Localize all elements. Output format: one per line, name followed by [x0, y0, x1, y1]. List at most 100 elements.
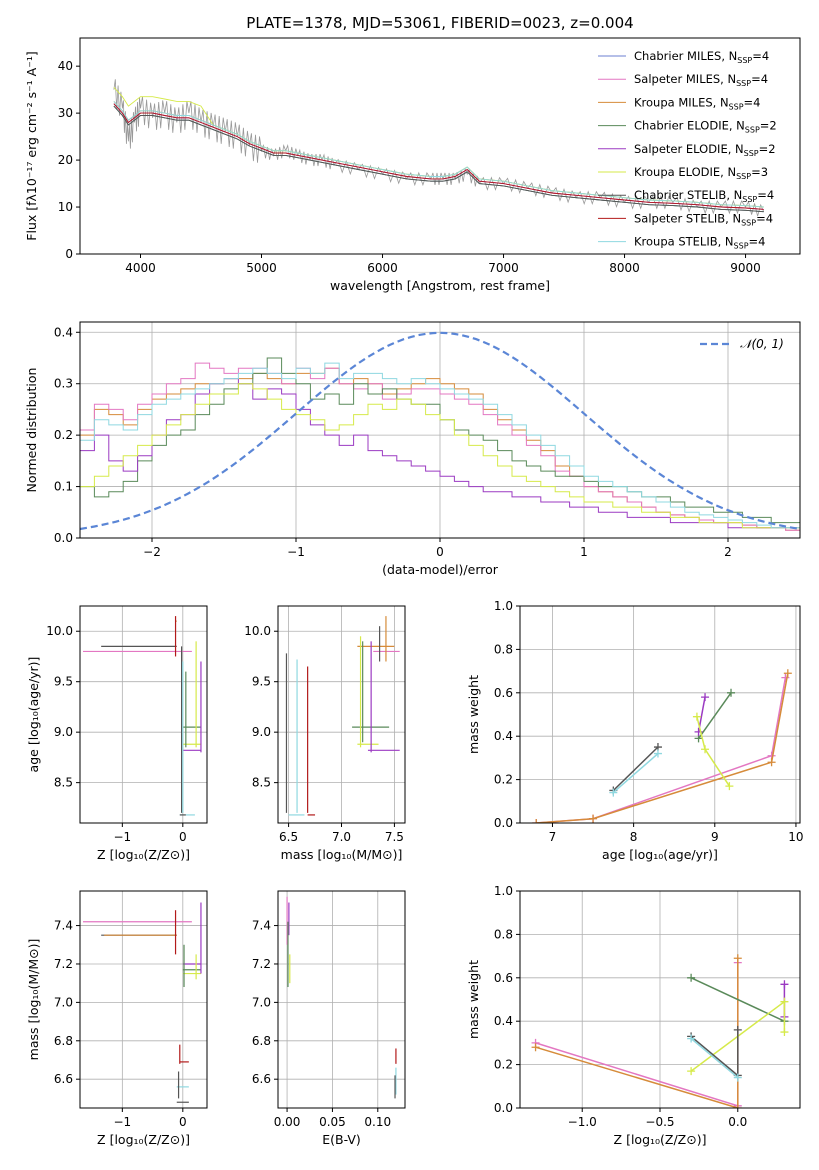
plot-area-age-vs-mass [285, 616, 400, 816]
axes-frame [79, 37, 801, 255]
x-tick-label: 0 [436, 545, 444, 559]
x-tick-label: 0 [179, 830, 187, 844]
y-tick-label: 40 [58, 59, 73, 73]
legend-label: Chabrier ELODIE, NSSP=2 [634, 119, 777, 135]
y-tick-label: 0 [65, 247, 73, 261]
legend-label: 𝒩(0, 1) [740, 337, 784, 351]
histogram-step [80, 383, 800, 529]
x-tick-label: 8000 [609, 261, 640, 275]
axes-frame [79, 605, 208, 824]
y-tick-label: 10 [58, 200, 73, 214]
legend-label: Chabrier MILES, NSSP=4 [634, 49, 769, 65]
plot-area-weight-vs-age [532, 669, 792, 823]
y-tick-label: 6.6 [54, 1072, 73, 1086]
marker [687, 973, 696, 982]
y-tick-label: 9.0 [54, 725, 73, 739]
legend-subscript: SSP [741, 218, 756, 227]
y-tick-label: 0.0 [494, 1101, 513, 1115]
y-tick-label: 0.4 [494, 1014, 513, 1028]
x-tick-label: 10 [788, 830, 803, 844]
y-tick-label: 0.4 [54, 325, 73, 339]
y-tick-label: 10.0 [46, 624, 73, 638]
marker [692, 712, 701, 721]
plot-area-weight-vs-z [531, 954, 789, 1108]
weight-line [612, 746, 659, 792]
axes-frame [79, 321, 801, 539]
y-tick-label: 9.5 [252, 675, 271, 689]
panel-mass-vs-ebv: 0.00 0.05 0.10 6.6 6.8 7.0 7.2 7.4 E(B-V) [252, 890, 406, 1147]
x-tick-label: 9 [711, 830, 719, 844]
y-tick-label: 1.0 [494, 884, 513, 898]
marker [687, 1034, 696, 1043]
y-tick-label: 0.2 [494, 773, 513, 787]
y-tick-label: 0.2 [494, 1058, 513, 1072]
x-axis-label: (data-model)/error [382, 562, 499, 577]
marker [653, 749, 662, 758]
legend-suffix: =3 [751, 165, 768, 179]
x-tick-label: −1 [287, 545, 305, 559]
histogram-step [80, 362, 800, 529]
x-tick-label: 7 [549, 830, 557, 844]
y-tick-label: 7.0 [252, 995, 271, 1009]
marker [780, 1028, 789, 1037]
marker [725, 782, 734, 791]
y-tick-label: 6.8 [252, 1034, 271, 1048]
x-axis-label: E(B-V) [322, 1132, 361, 1147]
y-tick-label: 0.6 [494, 686, 513, 700]
x-tick-label: 0.0 [728, 1115, 747, 1129]
y-tick-label: 7.4 [252, 919, 271, 933]
x-axis-label: Z [log₁₀(Z/Z⊙)] [97, 847, 190, 862]
y-tick-label: 0.2 [54, 428, 73, 442]
y-tick-label: 8.5 [252, 776, 271, 790]
marker [783, 669, 792, 678]
legend-subscript: SSP [734, 242, 749, 251]
model-line [113, 101, 764, 208]
legend-subscript: SSP [737, 56, 752, 65]
legend-subscript: SSP [744, 149, 759, 158]
y-tick-label: 0.8 [494, 927, 513, 941]
y-tick-label: 7.2 [54, 957, 73, 971]
marker [733, 1073, 742, 1082]
y-axis-label: mass [log₁₀(M/M⊙)] [26, 939, 41, 1061]
marker [780, 997, 789, 1006]
y-axis-label: mass weight [466, 675, 481, 754]
y-tick-label: 0.6 [494, 971, 513, 985]
y-tick-label: 0.8 [494, 642, 513, 656]
legend-subscript: SSP [745, 126, 760, 135]
y-axis-label: Flux [fλ10⁻¹⁷ erg cm⁻² s⁻¹ A⁻¹] [24, 51, 39, 240]
y-tick-label: 0.3 [54, 377, 73, 391]
legend-suffix: =4 [752, 49, 769, 63]
axes-frame [79, 890, 208, 1109]
legend-suffix: =4 [757, 188, 774, 202]
model-line [113, 103, 764, 210]
x-tick-label: 1 [580, 545, 588, 559]
y-tick-label: 1.0 [494, 599, 513, 613]
panel-weight-vs-age: 7 8 9 10 0.0 0.2 0.4 0.6 0.8 1.0 age [log₁₀(age/yr… [466, 599, 804, 862]
panel-age-vs-z: −1 0 8.5 9.0 9.5 10.0 Z [log₁₀(Z/Z⊙)] age [log₁… [26, 605, 208, 862]
y-axis-label: mass weight [466, 960, 481, 1039]
y-axis-label: age [log₁₀(age/yr)] [26, 657, 41, 773]
legend-suffix: =2 [760, 119, 777, 133]
y-tick-label: 9.0 [252, 725, 271, 739]
figure-title: PLATE=1378, MJD=53061, FIBERID=0023, z=0… [246, 14, 633, 32]
weight-line [535, 958, 739, 1108]
x-tick-label: −1 [113, 830, 131, 844]
axes-frame [277, 890, 406, 1109]
y-tick-label: 7.2 [252, 957, 271, 971]
legend: 𝒩(0, 1) [700, 337, 784, 351]
x-tick-label: 6000 [367, 261, 398, 275]
legend-label: Salpeter ELODIE, NSSP=2 [634, 142, 776, 158]
y-tick-label: 9.5 [54, 675, 73, 689]
weight-line [536, 677, 787, 823]
legend-subscript: SSP [736, 172, 751, 181]
y-tick-label: 30 [58, 106, 73, 120]
marker [781, 673, 790, 682]
model-line [113, 105, 764, 213]
y-tick-label: 7.4 [54, 919, 73, 933]
legend: Chabrier MILES, NSSP=4 Salpeter MILES, NS… [598, 49, 777, 251]
marker [767, 758, 776, 767]
legend-label: Salpeter STELIB, NSSP=4 [634, 211, 773, 227]
legend-subscript: SSP [736, 79, 751, 88]
weight-line [690, 1038, 739, 1079]
